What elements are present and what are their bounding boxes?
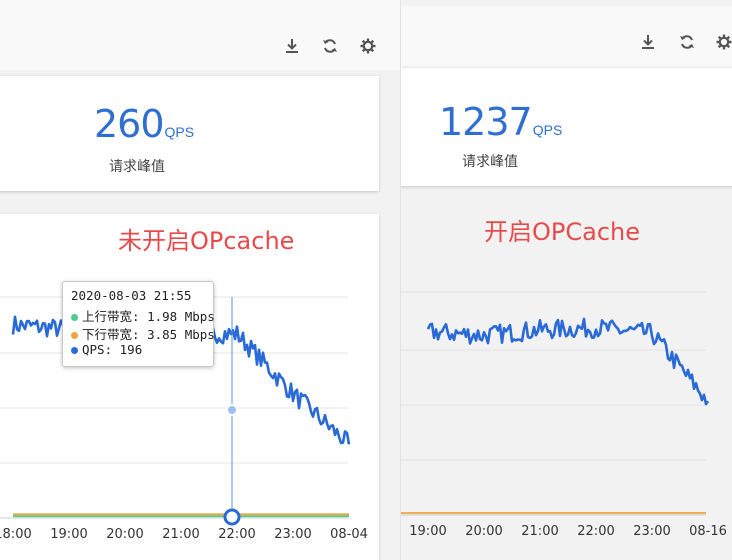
right-toolbar <box>401 6 732 66</box>
x-tick-label: 23:00 <box>633 524 670 539</box>
peak-qps-label: 请求峰值 <box>462 154 518 170</box>
x-tick-label: 08-04 <box>330 527 368 542</box>
series-line-0 <box>426 317 710 406</box>
tooltip-row-upload: 上行带宽: 1.98 Mbps <box>71 306 215 325</box>
hover-point <box>226 404 238 416</box>
chart-title: 未开启OPcache <box>118 227 295 255</box>
download-icon[interactable] <box>639 33 657 51</box>
gear-icon[interactable] <box>359 37 377 55</box>
download-legend-dot <box>71 332 78 339</box>
download-icon[interactable] <box>283 37 301 55</box>
right-panel: 1237QPS 请求峰值 开启OPCache 19:00 20:00 21:00 22… <box>400 0 732 560</box>
stat-card: 260QPS 请求峰值 <box>0 76 379 191</box>
hover-axis-marker <box>223 508 241 526</box>
peak-qps-value: 260QPS <box>94 102 194 146</box>
left-panel: 260QPS 请求峰值 未开启OPcache 18:0019:0020:0021… <box>0 0 400 560</box>
x-tick-label: 21:00 <box>521 524 558 539</box>
left-toolbar <box>0 0 400 70</box>
qps-chart: 18:00 19:00 20:00 21:00 22:00 23:00 08-04 <box>0 296 368 542</box>
x-tick-label: 19:00 <box>409 524 446 539</box>
stat-card: 1237QPS 请求峰值 <box>401 68 732 186</box>
refresh-icon[interactable] <box>678 33 696 51</box>
tooltip-qps-value: 196 <box>119 342 143 357</box>
x-tick-label: 22:00 <box>577 524 614 539</box>
peak-qps-value: 1237QPS <box>439 100 562 144</box>
qps-chart: 19:00 20:00 21:00 22:00 23:00 08-16 <box>401 291 727 539</box>
gear-icon[interactable] <box>715 33 732 51</box>
qps-legend-dot <box>71 347 78 354</box>
x-tick-label: 22:00 <box>218 527 255 542</box>
x-tick-label: 20:00 <box>106 527 143 542</box>
tooltip-time: 2020-08-03 21:55 <box>71 288 192 303</box>
x-tick-label: 20:00 <box>465 524 502 539</box>
tooltip-qps-name: QPS <box>82 342 105 357</box>
tooltip-row-qps: QPS: 196 <box>71 342 142 357</box>
x-tick-label: 08-16 <box>689 524 727 539</box>
x-tick-label: 21:00 <box>162 527 199 542</box>
x-tick-label: 23:00 <box>274 527 311 542</box>
tooltip-upload-name: 上行带宽 <box>82 309 133 324</box>
tooltip-download-value: 3.85 Mbps <box>147 327 215 342</box>
tooltip-upload-value: 1.98 Mbps <box>147 309 215 324</box>
chart-card: 未开启OPcache <box>0 214 379 560</box>
refresh-icon[interactable] <box>321 37 339 55</box>
chart-title: 开启OPCache <box>484 218 640 246</box>
x-tick-label: 18:00 <box>0 527 32 542</box>
peak-qps-unit: QPS <box>532 122 563 138</box>
peak-qps-number: 1237 <box>439 100 533 144</box>
upload-legend-dot <box>71 314 78 321</box>
peak-qps-number: 260 <box>94 102 165 146</box>
peak-qps-label: 请求峰值 <box>109 159 165 175</box>
tooltip-download-name: 下行带宽 <box>82 327 133 342</box>
x-tick-label: 19:00 <box>50 527 87 542</box>
tooltip-row-download: 下行带宽: 3.85 Mbps <box>71 324 215 343</box>
chart-tooltip: 2020-08-03 21:55 上行带宽: 1.98 Mbps 下行带宽: 3… <box>62 281 215 367</box>
peak-qps-unit: QPS <box>164 124 195 140</box>
